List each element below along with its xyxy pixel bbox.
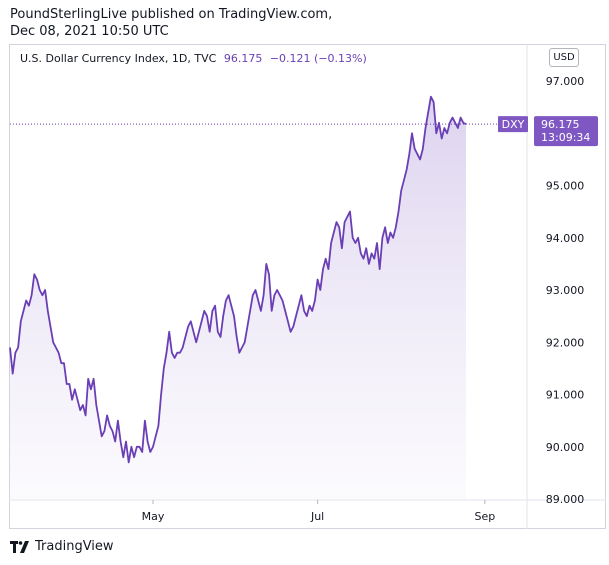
- ticker-tag: DXY: [502, 118, 525, 131]
- price-line: [9, 95, 467, 464]
- y-tick-label: 92.000: [546, 336, 585, 349]
- dxy-tag: DXY: [498, 116, 528, 133]
- price-tag: 96.175 13:09:34: [534, 116, 598, 147]
- y-tick-label: 94.000: [546, 232, 585, 245]
- symbol-label: U.S. Dollar Currency Index, 1D, TVC: [20, 52, 217, 65]
- chart-legend: U.S. Dollar Currency Index, 1D, TVC 96.1…: [20, 52, 367, 65]
- legend-value: 96.175: [223, 52, 263, 65]
- publisher-credit: PoundSterlingLive published on TradingVi…: [10, 6, 332, 40]
- x-axis: MayJulSepNov2022: [142, 500, 496, 523]
- publish-date: Dec 08, 2021 10:50 UTC: [10, 24, 169, 39]
- publisher-line: PoundSterlingLive published on TradingVi…: [10, 7, 333, 22]
- tradingview-logo-icon: [10, 540, 29, 553]
- footer-brand: TradingView: [35, 539, 114, 554]
- legend-change: −0.121 (−0.13%): [269, 52, 367, 65]
- y-tick-label: 89.000: [546, 493, 585, 506]
- x-tick-label: Sep: [475, 510, 496, 523]
- y-tick-label: 95.000: [546, 180, 585, 193]
- bar-countdown: 13:09:34: [541, 131, 590, 144]
- y-tick-label: 93.000: [546, 284, 585, 297]
- y-tick-label: 91.000: [546, 389, 585, 402]
- last-price: 96.175: [541, 118, 580, 131]
- x-tick-label: May: [142, 510, 165, 523]
- y-tick-label: 97.000: [546, 75, 585, 88]
- x-tick-label: Jul: [310, 510, 324, 523]
- price-area: [10, 96, 466, 499]
- chart-frame: [9, 44, 606, 529]
- footer: TradingView: [10, 539, 114, 554]
- currency-button[interactable]: USD: [549, 48, 579, 67]
- y-tick-label: 90.000: [546, 441, 585, 454]
